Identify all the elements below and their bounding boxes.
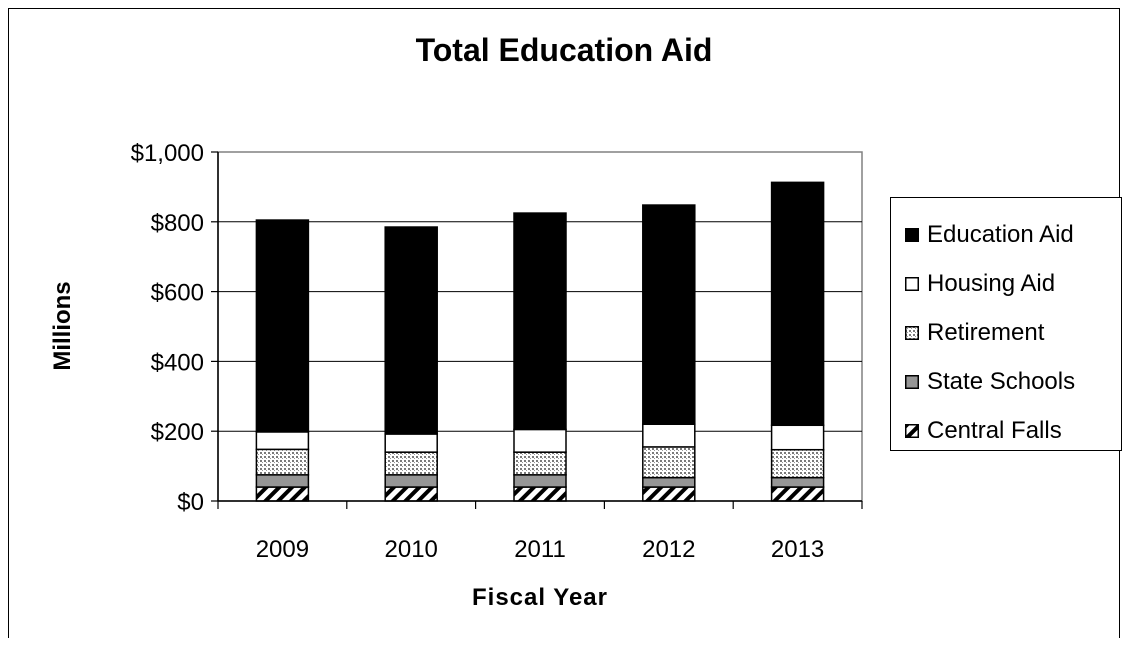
bar-state-schools-2011	[513, 474, 567, 488]
bar-central-falls-2012	[642, 486, 696, 502]
legend-label-state-schools: State Schools	[927, 367, 1076, 395]
bar-housing-aid-2009	[255, 431, 310, 451]
y-tick-label: $600	[151, 280, 204, 307]
legend-item-state-schools: State Schools	[905, 357, 1121, 406]
bar-central-falls-2009	[255, 486, 310, 502]
x-tick-label-2011: 2011	[514, 536, 566, 563]
legend-swatch-education-aid	[905, 227, 919, 242]
bar-state-schools-2012	[642, 476, 696, 488]
x-tick-label-2009: 2009	[256, 536, 309, 563]
bar-state-schools-2013	[770, 476, 825, 488]
y-tick-label: $0	[177, 489, 204, 516]
legend-label-housing-aid: Housing Aid	[927, 269, 1056, 297]
x-tick-label-2012: 2012	[642, 536, 695, 563]
bar-retirement-2012	[642, 446, 696, 479]
x-tick-label-2013: 2013	[771, 536, 824, 563]
bar-retirement-2013	[770, 448, 825, 479]
bar-central-falls-2010	[384, 486, 438, 502]
bar-housing-aid-2013	[770, 424, 825, 451]
x-axis-label-text: Fiscal Year	[472, 584, 608, 611]
chart-title: Total Education Aid	[415, 32, 713, 68]
bar-retirement-2009	[255, 448, 310, 476]
bar-housing-aid-2011	[513, 428, 567, 453]
legend-item-retirement: Retirement	[905, 308, 1121, 357]
bar-state-schools-2010	[384, 474, 438, 488]
bar-housing-aid-2012	[642, 423, 696, 448]
bar-housing-aid-2010	[384, 433, 438, 453]
bar-education-aid-2013	[770, 181, 825, 427]
bar-retirement-2010	[384, 451, 438, 476]
y-tick-label: $400	[151, 349, 204, 376]
legend: Education Aid Housing Aid Retirement State …	[890, 197, 1122, 451]
bar-education-aid-2011	[513, 212, 567, 431]
legend-swatch-housing-aid	[905, 276, 919, 291]
bar-education-aid-2010	[384, 226, 438, 435]
legend-item-housing-aid: Housing Aid	[905, 259, 1121, 308]
y-tick-label: $1,000	[131, 140, 204, 167]
legend-label-retirement: Retirement	[927, 318, 1045, 346]
bar-central-falls-2013	[770, 486, 825, 502]
y-tick-label: $200	[151, 419, 204, 446]
x-tick-label-2010: 2010	[385, 536, 438, 563]
legend-swatch-retirement	[905, 325, 919, 340]
bar-retirement-2011	[513, 451, 567, 476]
bar-education-aid-2009	[255, 219, 310, 433]
y-tick-label: $800	[151, 210, 204, 237]
legend-label-central-falls: Central Falls	[927, 416, 1062, 444]
legend-item-central-falls: Central Falls	[905, 406, 1121, 455]
legend-swatch-state-schools	[905, 374, 919, 389]
bar-education-aid-2012	[642, 204, 696, 425]
bar-state-schools-2009	[255, 474, 310, 488]
bar-central-falls-2011	[513, 486, 567, 502]
legend-swatch-central-falls	[905, 423, 919, 438]
legend-item-education-aid: Education Aid	[905, 210, 1121, 259]
legend-label-education-aid: Education Aid	[927, 220, 1074, 248]
